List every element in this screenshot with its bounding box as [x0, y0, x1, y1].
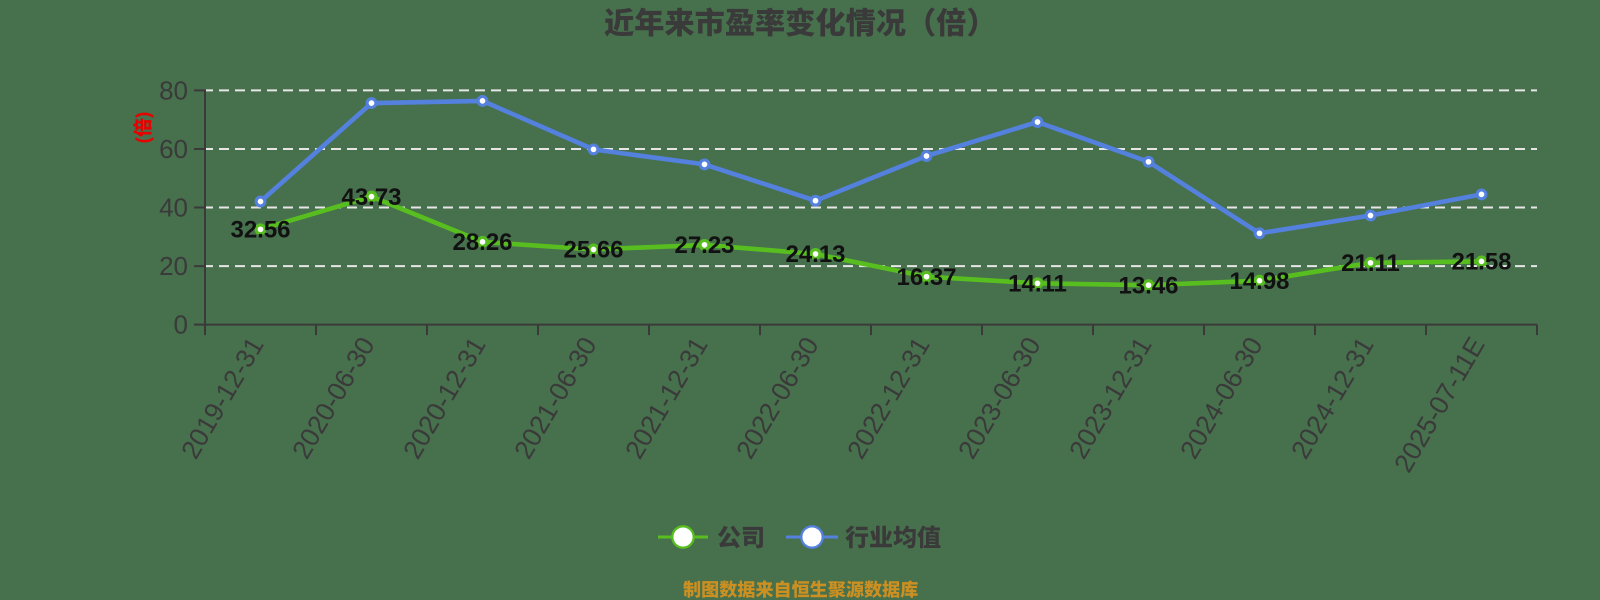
svg-text:60: 60: [159, 134, 188, 164]
svg-text:21.58: 21.58: [1451, 249, 1511, 276]
svg-text:16.37: 16.37: [896, 264, 956, 291]
svg-text:32.56: 32.56: [230, 217, 290, 244]
svg-text:14.11: 14.11: [1008, 271, 1067, 298]
svg-text:): ): [134, 112, 155, 118]
svg-text:40: 40: [159, 193, 188, 223]
svg-text:20: 20: [159, 251, 188, 281]
svg-text:25.66: 25.66: [563, 237, 623, 264]
svg-text:43.73: 43.73: [341, 184, 401, 211]
svg-text:13.46: 13.46: [1118, 272, 1178, 299]
svg-text:27.23: 27.23: [674, 232, 734, 259]
svg-text:14.98: 14.98: [1229, 268, 1289, 295]
svg-text:21.11: 21.11: [1341, 250, 1400, 277]
svg-text:(: (: [134, 136, 155, 143]
svg-text:24.13: 24.13: [785, 241, 845, 268]
svg-text:0: 0: [174, 310, 188, 340]
svg-text:80: 80: [159, 75, 188, 105]
svg-text:28.26: 28.26: [452, 229, 512, 256]
